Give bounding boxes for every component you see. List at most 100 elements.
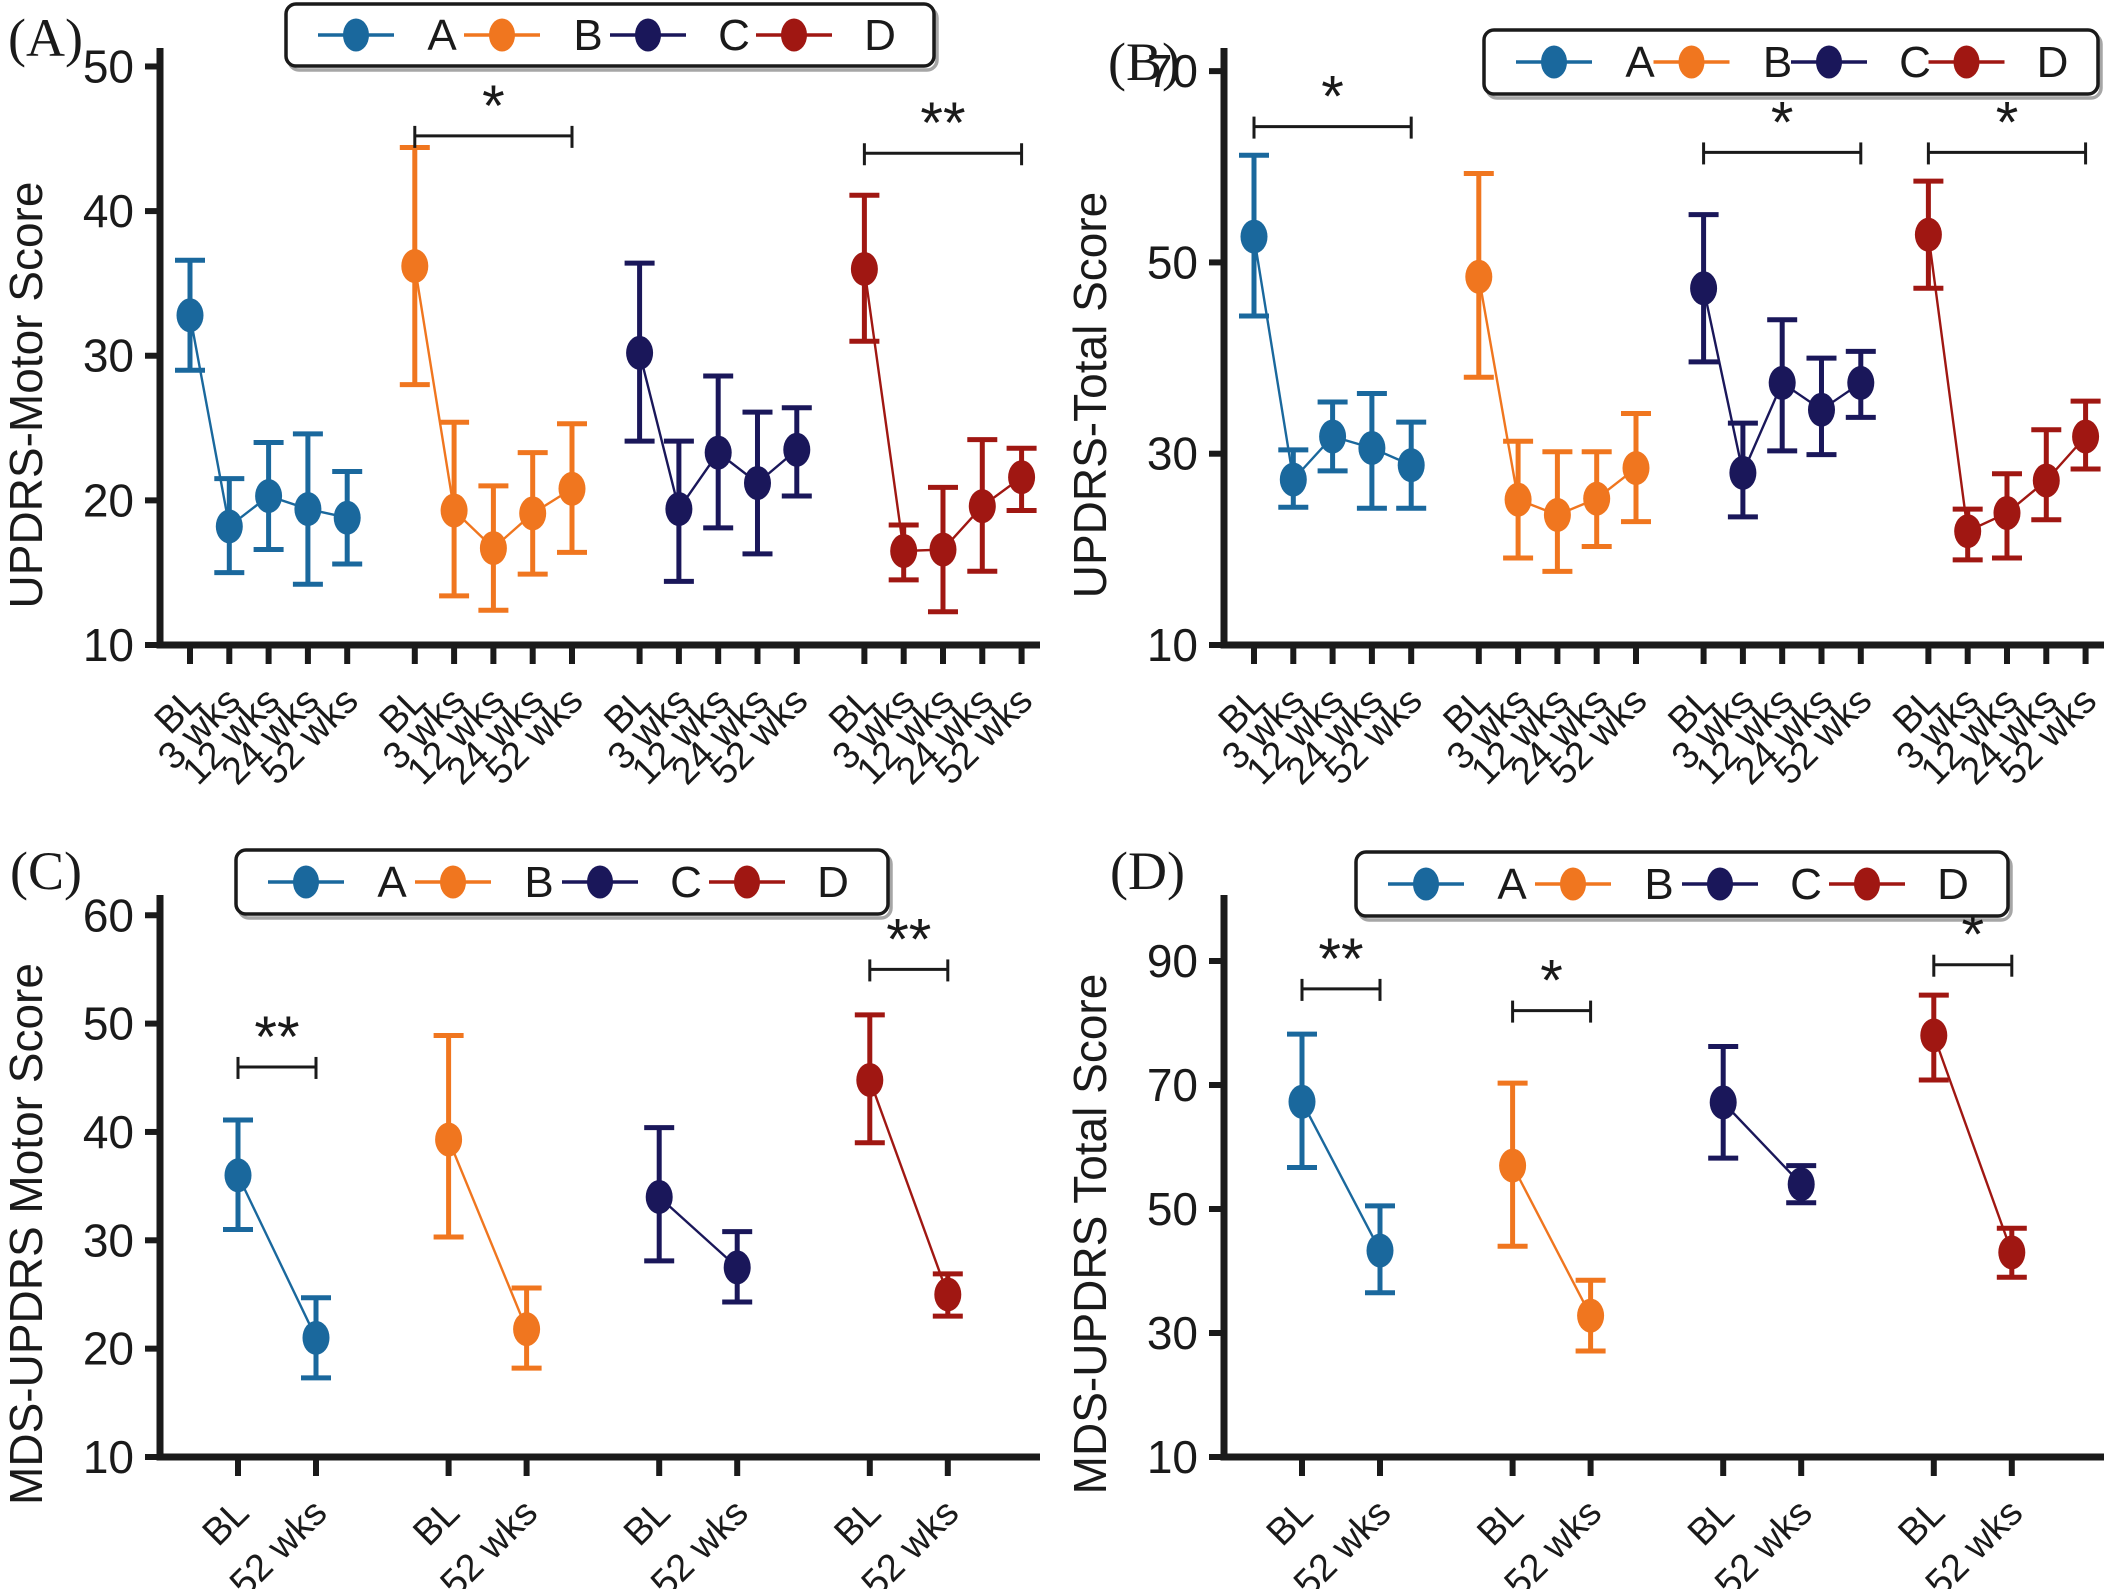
panel-C-chart: (C)MDS-UPDRS Motor Score 102030405060BL52… <box>0 841 1040 1589</box>
legend-label-B: B <box>1763 38 1792 87</box>
data-point-C-52wks <box>1847 365 1875 400</box>
data-point-A-52wks <box>1366 1233 1394 1268</box>
data-point-D-3wks <box>1954 514 1982 549</box>
series-D <box>1913 178 2101 563</box>
series-D <box>849 192 1037 615</box>
y-tick-label: 50 <box>1147 236 1198 288</box>
significance-stars: ** <box>254 1005 299 1070</box>
y-axis-title-C: MDS-UPDRS Motor Score <box>0 963 52 1505</box>
data-point-D-12wks <box>929 532 957 567</box>
x-tick-label: BL <box>1680 1492 1743 1555</box>
y-axis-title-A: UPDRS-Motor Score <box>0 182 52 609</box>
x-tick-label: BL <box>1891 1492 1954 1555</box>
significance-stars: * <box>1321 65 1344 130</box>
data-point-A-12wks <box>1319 419 1347 454</box>
legend-marker-D <box>1854 867 1880 901</box>
panel-B: (B) UPDRS-Total Score 10 30 50 70 BL 3 wks 12 wk… <box>1064 0 2128 794</box>
legend-marker-B <box>489 18 515 52</box>
x-tick-label: BL <box>405 1492 468 1555</box>
legend-A: A B C D <box>284 2 939 72</box>
significance-stars: ** <box>886 907 931 972</box>
series-line-B <box>447 1139 528 1330</box>
data-point-D-3wks <box>890 533 918 568</box>
data-point-D-BL <box>1920 1018 1948 1053</box>
data-point-C-BL <box>1709 1085 1737 1120</box>
significance-bracket-D: ** <box>868 907 950 982</box>
x-tick-label: BL <box>1469 1492 1532 1555</box>
series-A <box>1287 1031 1395 1296</box>
data-point-C-BL <box>645 1179 673 1214</box>
data-point-B-52wks <box>1622 451 1650 486</box>
data-point-A-12wks <box>255 479 283 514</box>
series-line-A <box>236 1174 318 1339</box>
data-point-A-52wks <box>302 1320 330 1355</box>
significance-bracket-B: * <box>413 74 574 148</box>
legend-label-C: C <box>1899 38 1931 87</box>
significance-stars: * <box>1996 90 2019 155</box>
data-point-C-24wks <box>743 466 771 501</box>
y-tick-label: 90 <box>1147 935 1198 987</box>
legend-label-B: B <box>524 858 553 907</box>
y-tick-label: 10 <box>83 619 134 671</box>
data-point-A-BL <box>176 298 204 333</box>
data-point-B-BL <box>1465 259 1493 294</box>
data-point-D-24wks <box>968 489 996 524</box>
series-B <box>1497 1080 1606 1354</box>
data-point-B-24wks <box>1583 481 1611 516</box>
data-point-D-BL <box>850 251 878 286</box>
series-line-C <box>658 1196 739 1269</box>
data-point-A-52wks <box>1397 448 1425 483</box>
data-point-D-12wks <box>1993 496 2021 531</box>
legend-marker-A <box>293 865 319 899</box>
data-point-D-24wks <box>2032 463 2060 498</box>
x-tick-label: BL <box>1259 1492 1322 1555</box>
data-point-B-52wks <box>558 471 586 506</box>
y-tick-label: 60 <box>83 889 134 941</box>
series-B <box>433 1033 542 1371</box>
series-D <box>1918 992 2027 1280</box>
data-point-B-BL <box>435 1122 463 1157</box>
significance-stars: * <box>482 74 505 139</box>
y-tick-label: 50 <box>83 40 134 92</box>
y-tick-label: 70 <box>1147 1059 1198 1111</box>
legend-label-C: C <box>1790 860 1822 909</box>
series-C <box>624 260 812 584</box>
legend-marker-A <box>1541 45 1567 79</box>
legend-label-A: A <box>427 11 457 60</box>
series-line-D <box>868 1079 949 1295</box>
series-C <box>644 1125 753 1305</box>
legend-marker-B <box>440 865 466 899</box>
significance-bracket-D: * <box>1926 90 2088 165</box>
y-axis-title-D: MDS-UPDRS Total Score <box>1064 974 1116 1495</box>
legend-label-C: C <box>670 858 702 907</box>
legend-marker-A <box>343 18 369 52</box>
legend-marker-D <box>781 18 807 52</box>
data-point-A-24wks <box>1358 430 1386 465</box>
legend-marker-C <box>587 865 613 899</box>
series-C <box>1708 1044 1817 1206</box>
data-point-A-3wks <box>215 509 243 544</box>
legend-marker-B <box>1678 45 1705 79</box>
data-point-D-BL <box>1914 217 1942 252</box>
legend-label-A: A <box>1625 38 1655 87</box>
series-B <box>399 144 587 613</box>
y-tick-label: 10 <box>1147 619 1198 671</box>
data-point-C-BL <box>626 335 654 370</box>
data-point-B-BL <box>401 249 429 284</box>
data-point-C-BL <box>1690 271 1718 306</box>
data-point-D-52wks <box>934 1277 962 1312</box>
series-line-A <box>1300 1101 1382 1252</box>
legend-marker-C <box>1707 867 1733 901</box>
data-point-C-3wks <box>1729 455 1757 490</box>
y-tick-label: 30 <box>1147 428 1198 480</box>
significance-bracket-A: ** <box>236 1005 318 1079</box>
legend-label-B: B <box>1644 860 1673 909</box>
significance-bracket-D: ** <box>862 91 1024 166</box>
data-point-B-52wks <box>513 1312 541 1347</box>
y-tick-label: 50 <box>83 998 134 1050</box>
legend-label-B: B <box>573 11 602 60</box>
